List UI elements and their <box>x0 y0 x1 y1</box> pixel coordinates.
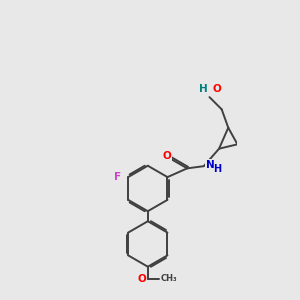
Text: O: O <box>163 151 171 161</box>
Text: CH₃: CH₃ <box>161 274 178 284</box>
Text: H: H <box>199 85 208 94</box>
Text: F: F <box>114 172 122 182</box>
Text: N: N <box>206 160 214 170</box>
Text: H: H <box>213 164 221 174</box>
Text: O: O <box>213 85 222 94</box>
Text: O: O <box>137 274 146 284</box>
